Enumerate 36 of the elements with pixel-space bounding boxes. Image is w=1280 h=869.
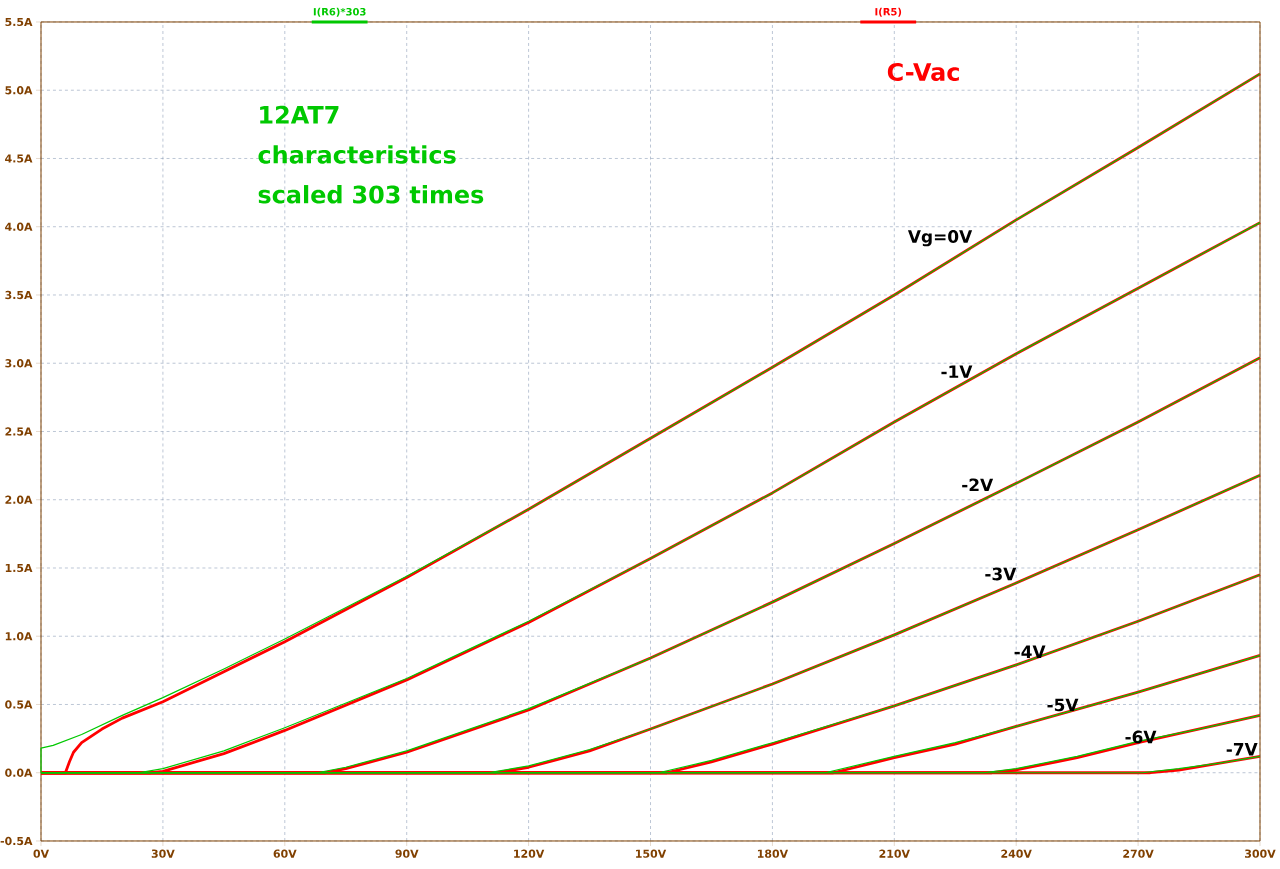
x-tick-label: 300V [1245,849,1276,858]
x-tick-label: 240V [1001,849,1032,858]
annotation: -1V [941,365,973,378]
y-tick-label: 1.0A [5,632,33,641]
x-tick-label: 60V [273,849,297,858]
y-tick-label: -0.5A [0,836,33,846]
x-tick-label: 90V [395,849,419,858]
x-tick-label: 30V [151,849,175,858]
y-tick-label: 2.0A [5,495,33,504]
y-tick-label: 4.5A [5,154,33,163]
text: I(R5) [875,7,902,17]
y-tick-label: 3.0A [5,359,33,368]
y-tick-label: 3.5A [5,290,33,300]
annotation: -7V [1226,743,1258,756]
text: I(R6)*303 [313,7,366,17]
annotation: 12AT7 characteristics scaled 303 times [258,105,484,204]
x-tick-label: 150V [636,849,667,858]
y-tick-label: 0.0A [5,768,33,777]
y-tick-label: 1.5A [5,563,33,573]
annotation: Vg=0V [907,230,973,247]
x-tick-label: 180V [757,849,789,858]
x-tick-label: 210V [879,849,910,858]
x-tick-label: 120V [514,849,545,858]
annotation: -5V [1047,698,1079,712]
annotation: -6V [1125,730,1157,744]
y-tick-label: 0.5A [5,700,33,709]
y-tick-label: 2.5A [5,427,33,436]
x-tick-label: 270V [1123,849,1154,858]
y-tick-label: 5.5A [5,17,33,27]
annotation: -3V [985,567,1017,581]
y-tick-label: 4.0A [5,222,33,231]
annotation: -2V [962,478,994,491]
annotation: -4V [1014,645,1046,658]
y-tick-label: 5.0A [5,86,33,95]
x-tick-label: 0V [33,849,50,858]
annotation: C-Vac [887,62,959,81]
